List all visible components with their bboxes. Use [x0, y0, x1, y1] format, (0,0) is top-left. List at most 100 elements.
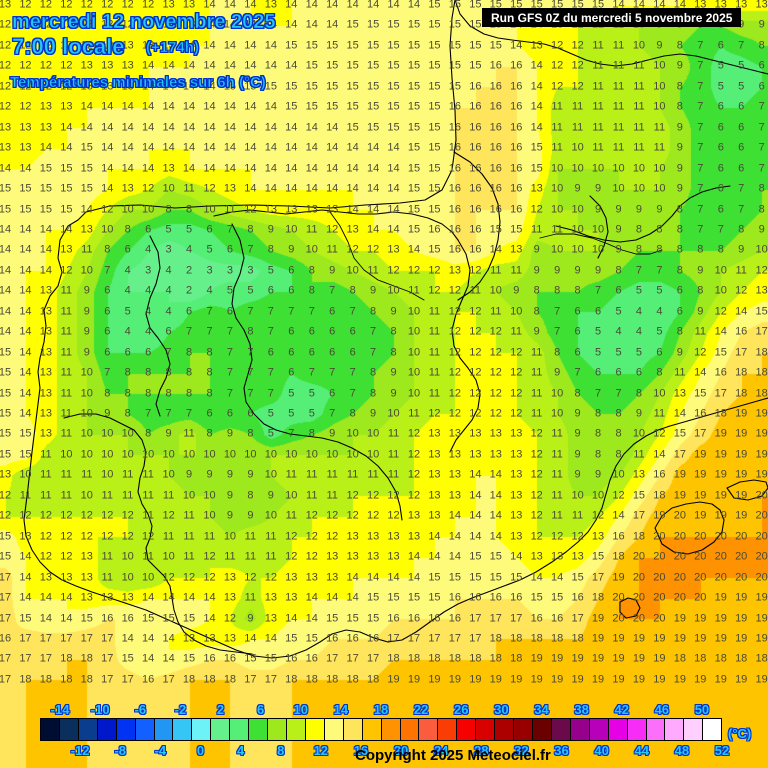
grid-value: 8 [390, 346, 397, 359]
grid-value: 11 [612, 141, 625, 154]
grid-value: 12 [101, 530, 114, 543]
grid-value: 15 [366, 39, 380, 52]
grid-value: 13 [223, 632, 237, 645]
grid-value: 8 [574, 387, 581, 400]
grid-value: 19 [428, 673, 441, 686]
grid-value: 14 [346, 591, 359, 604]
grid-value: 4 [165, 284, 172, 297]
grid-value: 19 [612, 673, 625, 686]
grid-value: 15 [285, 39, 298, 52]
grid-value: 10 [264, 448, 277, 461]
grid-value: 20 [612, 591, 625, 604]
grid-value: 7 [165, 407, 172, 420]
grid-value: 11 [60, 387, 73, 400]
grid-value: 10 [101, 223, 114, 236]
grid-value: 11 [551, 468, 563, 481]
grid-value: 15 [428, 100, 441, 113]
grid-value: 14 [19, 366, 32, 379]
grid-value: 10 [653, 162, 666, 175]
grid-value: 8 [145, 427, 152, 440]
grid-value: 9 [656, 203, 663, 215]
grid-value: 13 [673, 387, 686, 400]
grid-value: 14 [694, 366, 707, 379]
grid-value: 16 [448, 223, 462, 236]
grid-value: 13 [735, 0, 748, 11]
grid-value: 19 [653, 652, 666, 665]
grid-value: 14 [346, 182, 359, 195]
grid-value: 16 [489, 59, 502, 72]
grid-value: 14 [387, 223, 400, 236]
grid-value: 5 [308, 407, 315, 420]
grid-value: 19 [735, 612, 748, 624]
grid-value: 13 [305, 571, 318, 584]
grid-value: 12 [60, 550, 73, 563]
grid-value: 11 [367, 264, 379, 277]
grid-value: 11 [612, 121, 625, 134]
grid-value: 14 [223, 100, 237, 113]
grid-value: 13 [264, 0, 277, 11]
grid-value: 9 [104, 407, 111, 420]
grid-value: 12 [80, 0, 93, 11]
grid-value: 7 [349, 387, 356, 400]
grid-value: 14 [469, 489, 482, 502]
grid-value: 12 [60, 39, 73, 52]
grid-value: 19 [591, 612, 605, 624]
grid-value: 20 [673, 550, 686, 563]
grid-value: 11 [367, 468, 379, 481]
grid-value: 13 [162, 0, 175, 11]
grid-value: 8 [615, 448, 622, 461]
legend-swatch [532, 719, 552, 740]
grid-value: 12 [346, 243, 359, 256]
grid-value: 15 [632, 489, 646, 502]
copyright-label: Copyright 2025 Meteociel.fr [355, 747, 551, 764]
grid-value: 10 [407, 346, 421, 359]
legend-swatch [381, 719, 401, 740]
grid-value: 18 [530, 632, 543, 645]
grid-value: 14 [530, 100, 543, 113]
grid-value: 14 [223, 39, 237, 52]
legend-tick-label: -8 [114, 743, 127, 758]
grid-value: 12 [469, 264, 482, 277]
grid-value: 15 [448, 59, 462, 72]
grid-value: 11 [551, 448, 563, 461]
grid-value: 15 [407, 59, 421, 72]
grid-value: 18 [755, 346, 768, 359]
legend-swatch [78, 719, 98, 740]
grid-value: 15 [264, 652, 277, 665]
grid-value: 13 [448, 489, 462, 502]
grid-value: 10 [653, 80, 666, 93]
grid-value: 20 [714, 571, 727, 584]
grid-value: 11 [592, 39, 604, 52]
grid-value: 14 [19, 284, 32, 297]
grid-value: 15 [448, 39, 462, 52]
grid-value: 19 [673, 489, 686, 502]
grid-value: 13 [101, 80, 114, 93]
grid-value: 5 [738, 59, 745, 72]
grid-value: 12 [0, 18, 12, 31]
grid-value: 11 [530, 223, 543, 236]
grid-value: 11 [183, 550, 195, 563]
grid-value: 13 [755, 0, 768, 11]
grid-value: 14 [142, 121, 155, 134]
grid-value: 12 [571, 39, 584, 52]
grid-value: 9 [329, 264, 336, 277]
grid-value: 11 [387, 468, 400, 481]
grid-value: 14 [182, 141, 196, 154]
grid-value: 13 [39, 325, 53, 338]
grid-value: 13 [101, 591, 114, 604]
grid-value: 10 [305, 448, 318, 461]
grid-value: 13 [39, 407, 53, 420]
grid-value: 9 [676, 346, 683, 359]
grid-value: 6 [615, 366, 622, 379]
grid-value: 16 [469, 162, 482, 175]
grid-value: 12 [448, 305, 462, 318]
grid-value: 7 [349, 305, 356, 318]
grid-value: 18 [632, 530, 646, 543]
grid-value: 11 [60, 489, 73, 502]
grid-value: 19 [755, 612, 768, 624]
grid-value: 12 [80, 509, 93, 522]
grid-value: 11 [162, 530, 175, 543]
grid-value: 19 [735, 468, 748, 481]
grid-value: 15 [489, 550, 502, 563]
